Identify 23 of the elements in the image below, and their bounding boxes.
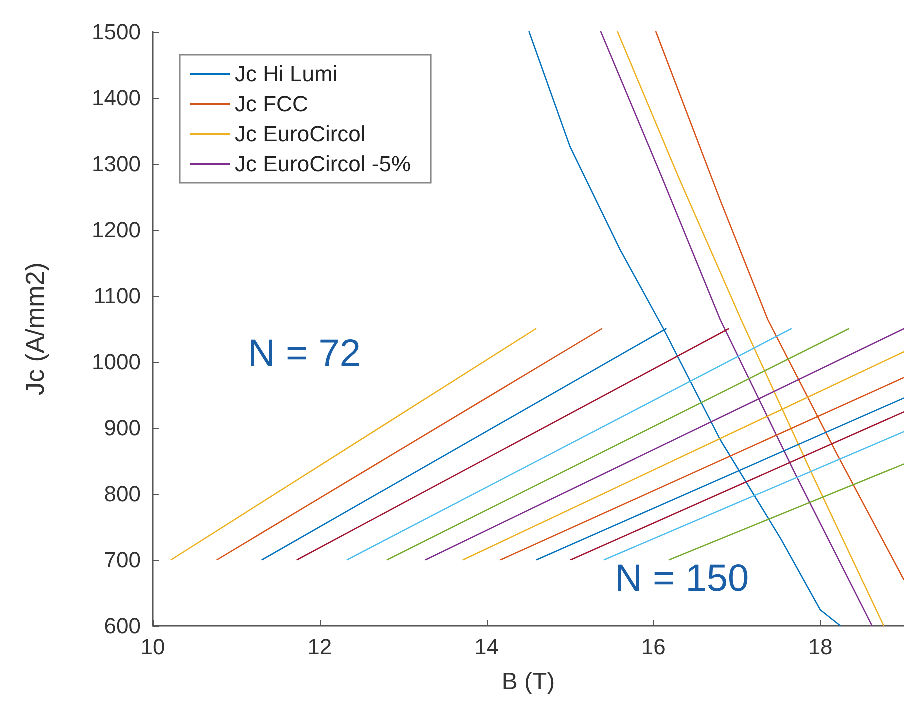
y-tick-label: 1500 xyxy=(92,20,141,44)
y-tick-label: 1000 xyxy=(92,350,141,374)
y-axis-title: Jc (A/mm2) xyxy=(20,262,50,396)
x-tick-label: 14 xyxy=(474,634,500,660)
annotation: N = 72 xyxy=(248,333,362,375)
y-tick-label: 1200 xyxy=(92,218,141,242)
legend-label: Jc FCC xyxy=(235,92,308,116)
y-tick-label: 1400 xyxy=(92,86,141,110)
legend-label: Jc EuroCircol -5% xyxy=(235,152,412,176)
y-tick-label: 1100 xyxy=(94,284,141,308)
y-tick-label: 800 xyxy=(104,482,141,506)
x-axis-title: B (T) xyxy=(502,668,556,696)
x-tick-label: 12 xyxy=(308,634,332,660)
x-tick-label: 16 xyxy=(641,634,666,660)
x-tick-label: 10 xyxy=(140,634,166,660)
y-tick-label: 900 xyxy=(104,416,141,440)
legend-label: Jc EuroCircol xyxy=(235,122,366,146)
annotation: N = 150 xyxy=(615,558,750,600)
x-tick-label: 18 xyxy=(808,634,833,660)
y-tick-label: 1300 xyxy=(92,152,141,176)
legend-label: Jc Hi Lumi xyxy=(235,62,338,86)
y-tick-label: 700 xyxy=(104,548,141,572)
y-tick-label: 600 xyxy=(104,614,141,638)
